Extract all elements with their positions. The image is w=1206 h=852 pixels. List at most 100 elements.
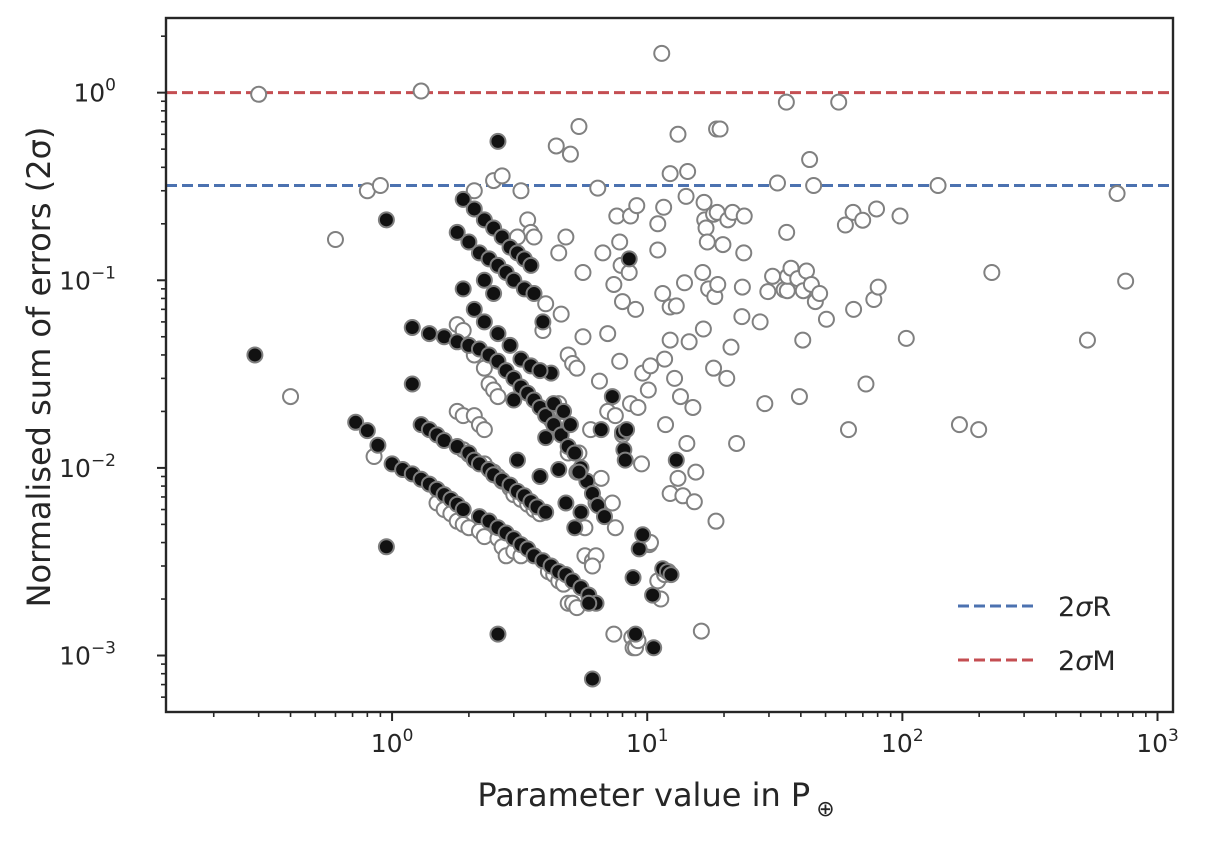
filled-point [572, 503, 590, 521]
legend: 2σR 2σM [958, 592, 1116, 677]
open-point [412, 82, 430, 100]
open-point [680, 333, 698, 351]
filled-point [525, 285, 543, 303]
open-point [685, 493, 703, 511]
filled-point [624, 569, 642, 587]
x-axis-ticks: 100 101 102 103 [212, 712, 1179, 758]
reference-lines [166, 91, 1173, 188]
open-point [611, 352, 629, 370]
open-point [666, 369, 684, 387]
open-point [282, 388, 300, 406]
open-point [649, 241, 667, 259]
open-point [525, 228, 543, 246]
x-tick-label: 100 [371, 726, 414, 758]
open-point [679, 163, 697, 181]
y-tick-label: 10−3 [59, 639, 116, 671]
open-point [537, 295, 555, 313]
open-point [661, 331, 679, 349]
filled-point [645, 639, 663, 657]
open-point [817, 310, 835, 328]
open-point [694, 264, 712, 282]
filled-point [454, 280, 472, 298]
y-tick-label: 10−2 [59, 451, 116, 483]
open-point [371, 177, 389, 195]
filled-point [460, 233, 478, 251]
filled-point [570, 463, 588, 481]
filled-point [644, 586, 662, 604]
filled-point [583, 670, 601, 688]
filled-point [377, 538, 395, 556]
open-point [678, 434, 696, 452]
filled-point [522, 256, 540, 274]
filled-point [580, 594, 598, 612]
open-point [735, 207, 753, 225]
open-point [1117, 272, 1135, 290]
open-point [574, 328, 592, 346]
open-point [756, 395, 774, 413]
filled-point [618, 421, 636, 439]
x-axis-label: Parameter value in P ⊕ [477, 776, 834, 822]
open-point [656, 350, 674, 368]
filled-point [630, 540, 648, 558]
x-tick-label: 101 [626, 726, 669, 758]
filled-point [475, 271, 493, 289]
open-point [857, 375, 875, 393]
filled-points [246, 132, 685, 688]
filled-point [557, 494, 575, 512]
filled-point [454, 501, 472, 519]
filled-point [403, 375, 421, 393]
open-point [250, 85, 268, 103]
open-point [695, 193, 713, 211]
x-axis-label-symbol: ⊕ [816, 797, 834, 822]
open-point [714, 236, 732, 254]
open-point [1078, 331, 1096, 349]
filled-point [505, 391, 523, 409]
filled-point [534, 313, 552, 331]
filled-point [566, 519, 584, 537]
filled-point [465, 300, 483, 318]
open-point [794, 331, 812, 349]
open-point [654, 285, 672, 303]
open-point [512, 182, 530, 200]
open-point [705, 359, 723, 377]
filled-point [347, 413, 365, 431]
open-point [929, 177, 947, 195]
open-point [590, 372, 608, 390]
open-point [475, 528, 493, 546]
open-point [869, 278, 887, 296]
filled-point [627, 625, 645, 643]
open-point [605, 275, 623, 293]
open-point [550, 244, 568, 262]
open-point [475, 421, 493, 439]
open-point [759, 283, 777, 301]
y-tick-label: 10−1 [59, 263, 116, 295]
filled-point [246, 346, 264, 364]
legend-label: 2σR [1058, 592, 1111, 623]
open-point [733, 278, 751, 296]
open-point [764, 267, 782, 285]
x-tick-label: 103 [1136, 726, 1179, 758]
filled-point [662, 566, 680, 584]
filled-point [531, 362, 549, 380]
open-point [671, 388, 689, 406]
open-point [728, 434, 746, 452]
open-point [465, 182, 483, 200]
open-point [735, 244, 753, 262]
open-point [778, 282, 796, 300]
y-axis-ticks: 10−3 10−2 10−1 100 [59, 35, 166, 698]
filled-point [566, 444, 584, 462]
open-point [711, 120, 729, 138]
filled-point [420, 325, 438, 343]
open-point [641, 357, 659, 375]
open-point [697, 219, 715, 237]
open-point [589, 179, 607, 197]
filled-point [603, 388, 621, 406]
filled-point [595, 508, 613, 526]
open-point [570, 118, 588, 136]
y-tick-label: 100 [73, 76, 116, 108]
filled-point [555, 402, 573, 420]
open-point [606, 407, 624, 425]
open-point [790, 388, 808, 406]
filled-point [620, 250, 638, 268]
